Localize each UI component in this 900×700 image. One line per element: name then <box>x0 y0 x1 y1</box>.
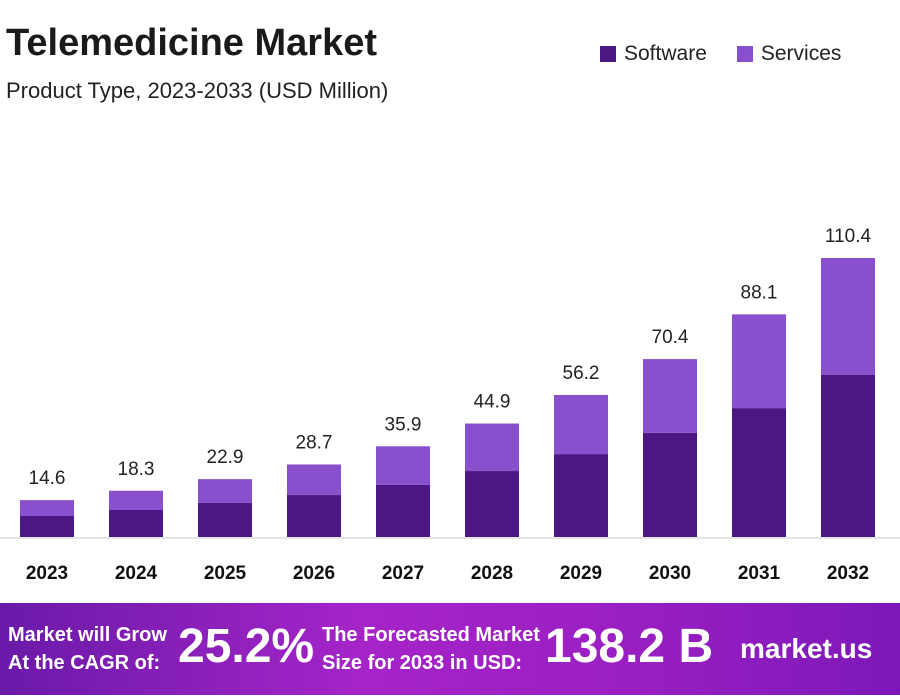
legend-label-software: Software <box>624 42 707 65</box>
legend-item-software: Software <box>600 42 707 66</box>
bar-services-2029 <box>554 394 608 455</box>
bar-services-2027 <box>376 446 430 485</box>
data-label-2025: 22.9 <box>207 447 244 468</box>
x-tick-label-2031: 2031 <box>738 563 781 584</box>
legend-item-services: Services <box>736 42 842 66</box>
x-tick-label-2029: 2029 <box>560 563 602 584</box>
cagr-text: Market will Grow At the CAGR of: <box>8 621 167 677</box>
cagr-value: 25.2% <box>178 620 315 673</box>
bar-software-2028 <box>465 471 519 537</box>
forecast-text: The Forecasted Market Size for 2033 in U… <box>322 621 540 677</box>
data-label-2024: 18.3 <box>118 459 155 480</box>
x-tick-label-2032: 2032 <box>827 563 869 584</box>
bar-software-2032 <box>821 375 875 537</box>
cagr-text-line1: Market will Grow <box>8 624 167 646</box>
legend-swatch-services <box>736 46 753 62</box>
chart-subtitle: Product Type, 2023-2033 (USD Million) <box>6 78 389 103</box>
bar-software-2023 <box>20 516 74 537</box>
legend-label-services: Services <box>760 42 842 65</box>
brand-logo: market.us <box>740 633 873 664</box>
data-label-2028: 44.9 <box>474 392 511 413</box>
x-tick-label-2028: 2028 <box>471 563 513 584</box>
forecast-text-line1: The Forecasted Market <box>322 624 540 646</box>
bar-services-2028 <box>465 423 519 472</box>
data-label-2030: 70.4 <box>652 327 689 348</box>
bar-software-2026 <box>287 495 341 537</box>
bar-software-2030 <box>643 432 697 537</box>
bar-services-2026 <box>287 464 341 496</box>
x-tick-label-2024: 2024 <box>115 563 158 584</box>
x-tick-label-2027: 2027 <box>382 563 424 584</box>
bar-software-2025 <box>198 502 252 537</box>
bar-software-2027 <box>376 484 430 537</box>
bar-services-2032 <box>821 258 875 376</box>
data-label-2029: 56.2 <box>563 363 600 384</box>
x-tick-label-2026: 2026 <box>293 563 335 584</box>
data-label-2026: 28.7 <box>296 432 333 453</box>
bar-software-2024 <box>109 509 163 537</box>
data-label-2032: 110.4 <box>825 226 872 247</box>
legend: Software Services <box>600 42 841 66</box>
legend-swatch-software <box>600 46 616 62</box>
bar-services-2024 <box>109 490 163 510</box>
forecast-value: 138.2 B <box>545 620 714 673</box>
stacked-bar-chart: 14.6 2023 18.3 2024 22.9 2025 28.7 2026 35.9 2027… <box>0 226 900 584</box>
bar-software-2031 <box>732 408 786 537</box>
bar-services-2030 <box>643 359 697 433</box>
data-label-2023: 14.6 <box>29 468 66 489</box>
bar-services-2023 <box>20 500 74 517</box>
bar-software-2029 <box>554 454 608 537</box>
data-label-2031: 88.1 <box>741 282 778 303</box>
bar-services-2025 <box>198 479 252 503</box>
summary-banner: Market will Grow At the CAGR of: 25.2% T… <box>0 603 900 695</box>
forecast-text-line2: Size for 2033 in USD: <box>322 652 523 674</box>
x-tick-label-2030: 2030 <box>649 563 691 584</box>
x-tick-label-2025: 2025 <box>204 563 247 584</box>
data-label-2027: 35.9 <box>385 414 422 435</box>
cagr-text-line2: At the CAGR of: <box>8 652 161 674</box>
x-tick-label-2023: 2023 <box>26 563 68 584</box>
chart-title: Telemedicine Market <box>6 22 378 64</box>
bar-services-2031 <box>732 314 786 409</box>
